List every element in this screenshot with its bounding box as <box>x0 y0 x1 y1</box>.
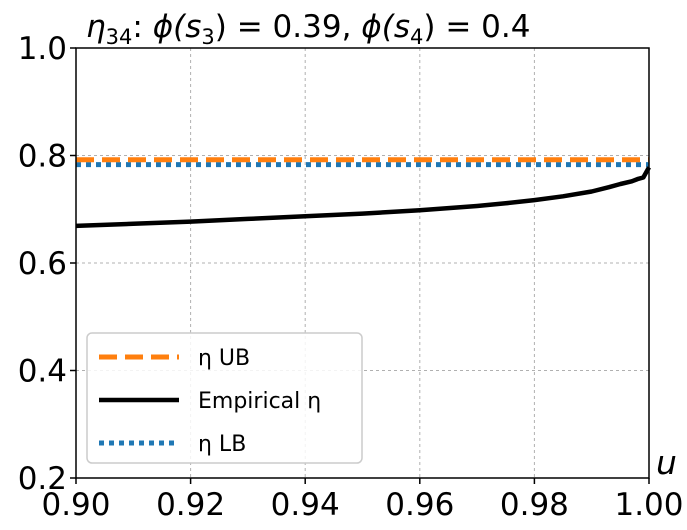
x-axis-label: u <box>656 443 677 482</box>
x-tick-label: 0.90 <box>41 487 110 523</box>
ticks: 0.90 0.92 0.94 0.96 0.98 1.00 0.2 0.4 0.6 0.8 1.0 <box>18 31 684 523</box>
y-tick-label: 1.0 <box>18 31 67 67</box>
y-tick-label: 0.8 <box>18 139 67 175</box>
x-tick-label: 0.96 <box>385 487 454 523</box>
legend-box <box>86 332 363 464</box>
y-tick-label: 0.6 <box>18 246 67 282</box>
legend: η UB Empirical η η LB <box>86 332 363 464</box>
series-layer <box>75 157 651 229</box>
legend-label: η UB <box>198 346 250 371</box>
y-tick-label: 0.2 <box>18 461 67 497</box>
legend-label: Empirical η <box>198 389 321 414</box>
x-tick-label: 0.92 <box>156 487 225 523</box>
y-tick-label: 0.4 <box>18 354 67 390</box>
chart-title: η34: ϕ(s3) = 0.39, ϕ(s4) = 0.4 <box>86 9 530 49</box>
x-tick-label: 1.00 <box>614 487 683 523</box>
series-line <box>75 166 651 229</box>
legend-label: η LB <box>198 432 246 457</box>
x-tick-label: 0.98 <box>500 487 569 523</box>
x-tick-label: 0.94 <box>271 487 340 523</box>
